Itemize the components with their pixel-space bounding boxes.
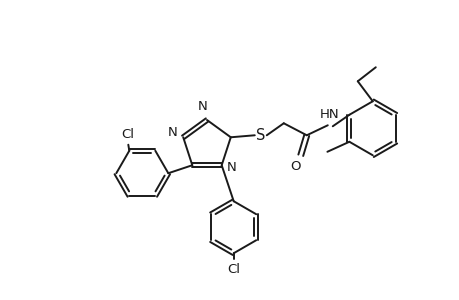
Text: Cl: Cl bbox=[121, 128, 134, 141]
Text: N: N bbox=[226, 161, 236, 174]
Text: N: N bbox=[198, 100, 207, 113]
Text: Cl: Cl bbox=[227, 263, 240, 276]
Text: O: O bbox=[290, 160, 300, 173]
Text: S: S bbox=[256, 128, 265, 143]
Text: HN: HN bbox=[319, 108, 339, 121]
Text: N: N bbox=[167, 126, 177, 139]
